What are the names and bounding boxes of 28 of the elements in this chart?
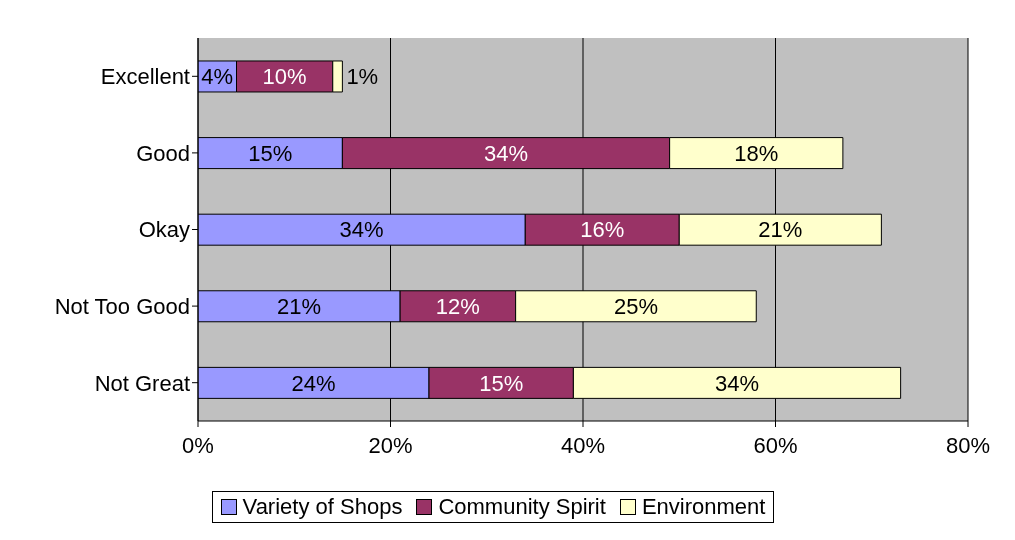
data-label: 24% [291, 370, 336, 396]
legend-label: Environment [641, 494, 766, 520]
y-tick-label: Okay [138, 217, 190, 243]
data-label: 4% [201, 64, 234, 90]
data-label: 18% [734, 140, 779, 166]
y-tick-label: Not Too Good [54, 293, 190, 319]
data-label: 21% [758, 217, 803, 243]
data-label: 25% [613, 293, 658, 319]
data-label: 1% [346, 64, 379, 90]
y-tick-label: Excellent [100, 64, 190, 90]
data-label: 34% [714, 370, 760, 396]
data-label: 12% [435, 293, 480, 319]
data-label: 15% [479, 370, 524, 396]
x-tick-label: 80% [945, 432, 991, 458]
data-label: 10% [262, 64, 307, 90]
x-tick-label: 0% [182, 432, 214, 458]
x-tick-label: 20% [368, 432, 413, 458]
data-label: 34% [483, 140, 529, 166]
legend-label: Variety of Shops [242, 494, 403, 520]
data-label: 21% [277, 293, 322, 319]
data-label: 34% [339, 217, 384, 243]
x-tick-label: 60% [753, 432, 798, 458]
y-tick-label: Good [136, 140, 190, 166]
data-label: 15% [248, 140, 293, 166]
legend-label: Community Spirit [438, 494, 606, 520]
y-tick-label: Not Great [94, 370, 190, 396]
x-tick-label: 40% [560, 432, 606, 458]
data-label: 16% [580, 217, 625, 243]
